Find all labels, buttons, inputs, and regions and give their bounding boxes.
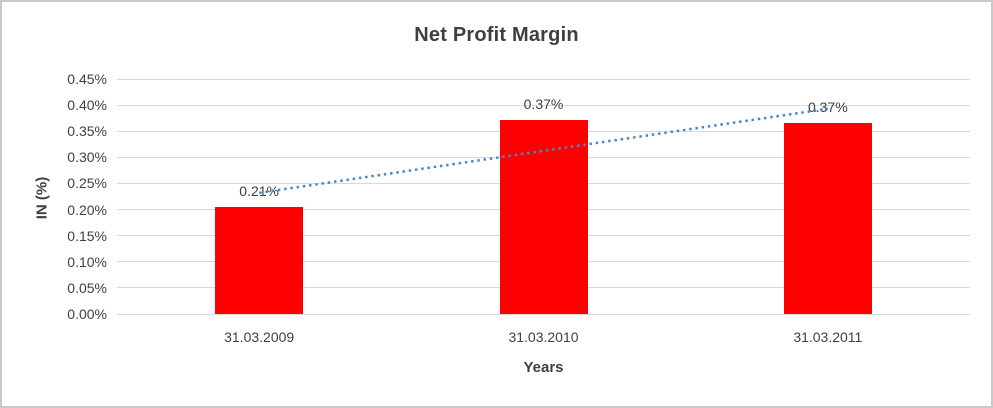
y-tick-label: 0.05% [67,279,107,296]
y-tick-label: 0.30% [67,149,107,166]
y-tick-label: 0.15% [67,227,107,244]
y-tick-label: 0.20% [67,201,107,218]
bar-31.03.2010 [499,119,588,314]
bar-data-label: 0.37% [807,98,848,115]
y-tick-label: 0.25% [67,175,107,192]
chart-title: Net Profit Margin [414,24,579,46]
y-tick-label: 0.10% [67,253,107,270]
bar-31.03.2009 [215,206,304,314]
bar-data-label: 0.21% [239,182,279,199]
gridline [117,104,970,106]
gridline [117,313,970,315]
plot-area: 0.21% 0.37% 0.37% [117,78,970,315]
x-axis-title: Years [523,359,564,376]
bar-31.03.2011 [783,122,872,314]
x-tick-label: 31.03.2010 [508,329,579,345]
trendline [258,107,829,195]
y-tick-label: 0.00% [67,306,107,322]
y-tick-label: 0.45% [67,71,107,87]
x-tick-label: 31.03.2011 [793,329,863,345]
bar-data-label: 0.37% [523,95,564,112]
x-tick-label: 31.03.2009 [224,329,295,345]
y-tick-label: 0.35% [67,123,107,140]
gridline [117,78,970,80]
y-tick-label: 0.40% [67,97,107,114]
